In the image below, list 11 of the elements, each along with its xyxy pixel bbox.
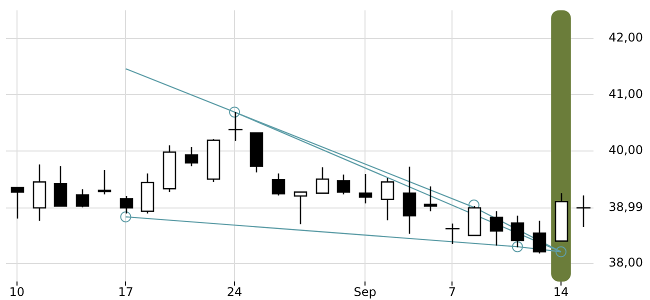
- y-tick-label: 38,00: [608, 256, 644, 270]
- x-tick-label: 17: [118, 284, 134, 299]
- y-tick-label: 42,00: [608, 30, 644, 44]
- x-tick-label: 7: [448, 284, 456, 299]
- x-tick-label: 14: [553, 284, 569, 299]
- y-tick-label: 41,00: [608, 86, 644, 101]
- y-tick-label: 38,99: [608, 200, 644, 214]
- x-tick-label: 10: [9, 284, 25, 299]
- x-tick-label: Sep: [354, 284, 376, 299]
- x-tick-label: 24: [226, 284, 242, 299]
- y-tick-label: 40,00: [608, 143, 644, 158]
